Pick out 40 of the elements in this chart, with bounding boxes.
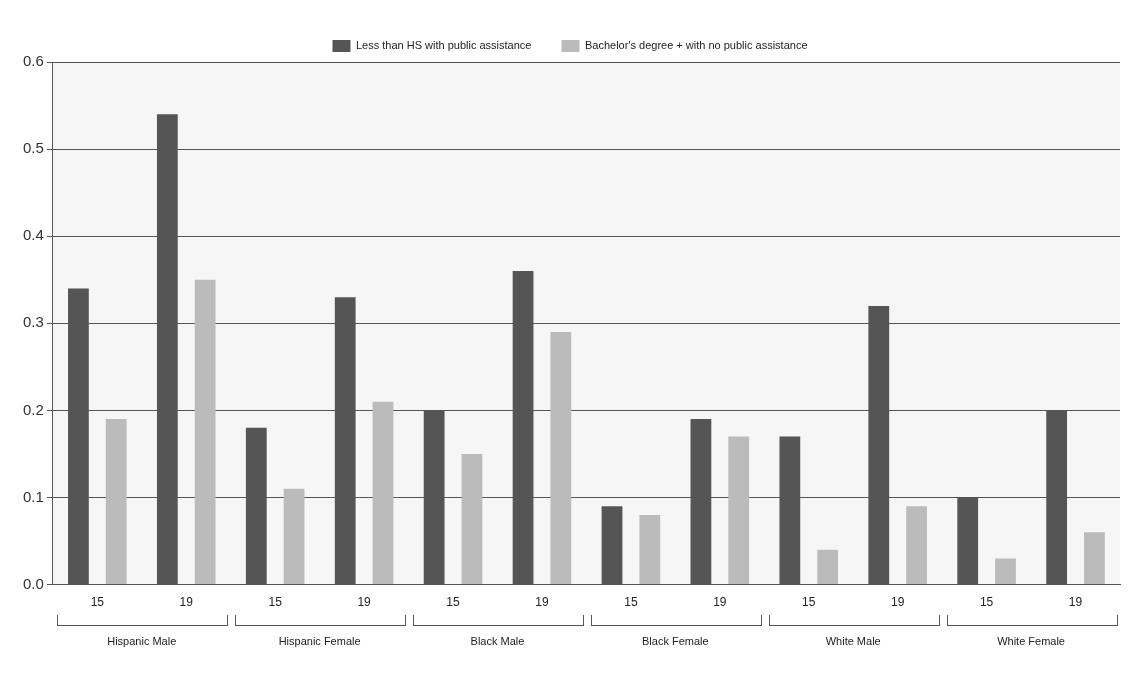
bar xyxy=(283,488,305,585)
y-tick-label: 0.6 xyxy=(22,52,44,70)
text: Hispanic Female xyxy=(277,634,362,647)
legend-label: Bachelor's degree + with no public assistance xyxy=(584,39,808,52)
y-tick-label: 0.5 xyxy=(22,139,44,157)
y-tick-label: 0.1 xyxy=(22,487,44,505)
x-tick-label: 19 xyxy=(535,595,549,610)
legend-label: Less than HS with public assistance xyxy=(355,39,532,52)
x-tick-label: 15 xyxy=(624,595,638,610)
y-tick-label: 0.2 xyxy=(22,400,44,418)
bar xyxy=(1084,532,1105,585)
text: Black Male xyxy=(469,634,526,647)
x-tick-label: 19 xyxy=(713,595,727,610)
bar xyxy=(194,279,216,585)
x-tick-label: 19 xyxy=(1068,595,1083,610)
x-tick-label: 19 xyxy=(179,595,194,610)
y-tick-label: 0.3 xyxy=(22,313,44,331)
text: White Male xyxy=(824,634,882,647)
bar xyxy=(372,401,394,585)
bar xyxy=(817,549,839,585)
text: Hispanic Male xyxy=(106,634,178,647)
x-tick-label: 15 xyxy=(979,595,994,610)
bar xyxy=(461,453,483,585)
bar xyxy=(550,332,572,585)
bar xyxy=(105,419,127,585)
x-tick-label: 15 xyxy=(268,595,283,610)
bar xyxy=(601,506,623,585)
text: Black Female xyxy=(641,634,710,647)
bar xyxy=(639,514,661,585)
x-tick-label: 19 xyxy=(891,595,905,610)
x-tick-label: 15 xyxy=(90,595,105,610)
bar xyxy=(995,558,1016,585)
x-tick-label: 15 xyxy=(802,595,816,610)
y-tick-label: 0.4 xyxy=(22,226,44,244)
x-tick-label: 15 xyxy=(446,595,461,610)
x-tick-label: 19 xyxy=(357,595,372,610)
y-tick-label: 0.0 xyxy=(22,574,44,592)
text: White Female xyxy=(996,634,1066,647)
bar xyxy=(906,506,927,585)
bar xyxy=(728,436,750,585)
